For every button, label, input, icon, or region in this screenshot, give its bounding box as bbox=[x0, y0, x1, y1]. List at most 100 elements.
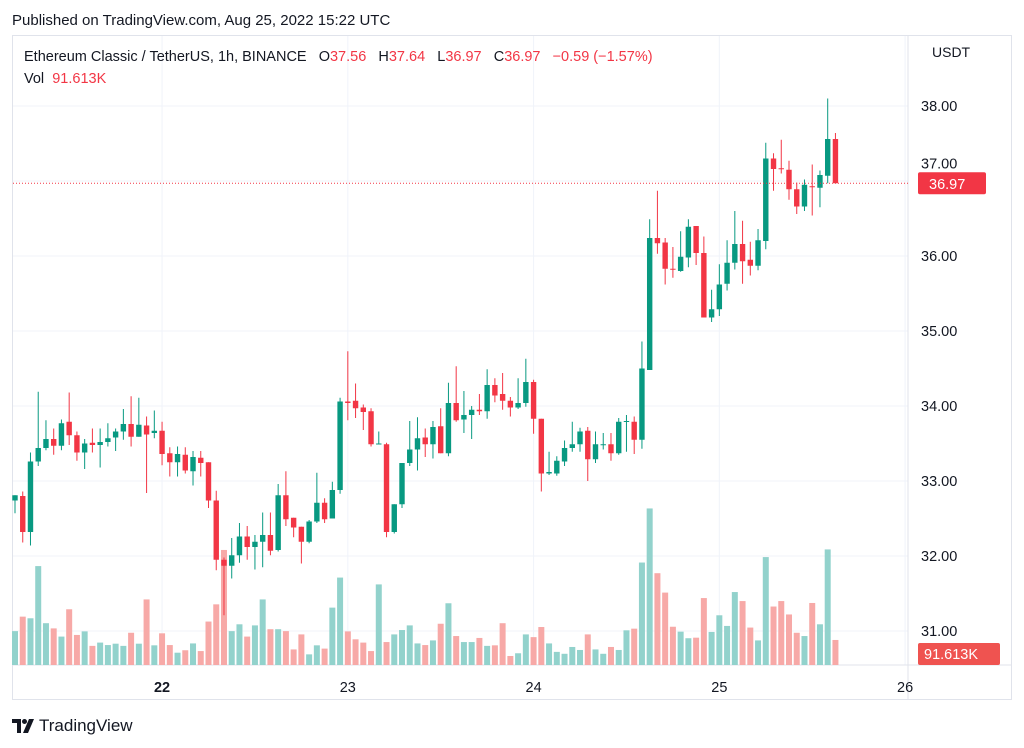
candle-body bbox=[561, 448, 568, 462]
candle bbox=[685, 219, 692, 268]
candle bbox=[66, 392, 72, 445]
volume-bar bbox=[801, 636, 808, 665]
candle-body bbox=[267, 535, 274, 551]
volume-bar bbox=[375, 584, 382, 665]
candle bbox=[809, 164, 815, 216]
candle bbox=[677, 231, 684, 272]
candle-body bbox=[693, 226, 699, 253]
tradingview-logo[interactable]: TradingView bbox=[12, 716, 133, 736]
candle-body bbox=[817, 175, 823, 188]
candle-body bbox=[499, 394, 506, 401]
candle bbox=[35, 391, 41, 466]
candle-body bbox=[809, 186, 815, 188]
candle-body bbox=[105, 438, 111, 442]
volume-bar bbox=[27, 618, 34, 665]
volume-bar bbox=[716, 615, 723, 665]
candle bbox=[321, 498, 328, 523]
last-price-label: 36.97 bbox=[929, 177, 965, 193]
volume-bar bbox=[50, 628, 57, 665]
volume-bar bbox=[66, 609, 73, 665]
volume-bar bbox=[128, 632, 135, 665]
candle-body bbox=[43, 439, 49, 448]
volume-bar bbox=[499, 623, 506, 665]
volume-bar bbox=[453, 636, 460, 665]
volume-bar bbox=[731, 592, 738, 665]
candle bbox=[120, 409, 127, 440]
volume-bar bbox=[352, 639, 359, 665]
volume-bar bbox=[329, 607, 336, 665]
volume-bar bbox=[19, 616, 26, 665]
candle bbox=[755, 229, 761, 271]
candle bbox=[716, 264, 723, 316]
volume-bar bbox=[646, 508, 653, 665]
candle bbox=[407, 421, 413, 466]
candle-body bbox=[190, 457, 196, 472]
candle-body bbox=[530, 382, 537, 419]
candle bbox=[825, 98, 831, 184]
open-label: O bbox=[318, 49, 330, 65]
price-tick-label: 36.00 bbox=[921, 249, 957, 265]
candle-body bbox=[716, 284, 723, 310]
candle-body bbox=[368, 411, 374, 445]
volume-bar bbox=[344, 631, 351, 665]
volume-bar bbox=[166, 645, 173, 665]
candle bbox=[724, 240, 730, 291]
candle bbox=[468, 406, 475, 439]
candle bbox=[383, 442, 390, 538]
candle bbox=[267, 512, 274, 556]
candle-body bbox=[290, 517, 297, 528]
candle bbox=[445, 382, 452, 457]
candle bbox=[538, 418, 545, 492]
volume-bar bbox=[491, 645, 498, 665]
volume-bar bbox=[35, 566, 42, 665]
candle-body bbox=[554, 460, 560, 474]
candle bbox=[391, 504, 397, 534]
candle-body bbox=[112, 431, 119, 438]
candle-body bbox=[445, 403, 452, 454]
candle bbox=[778, 139, 784, 174]
candle-body bbox=[229, 555, 235, 566]
candle-body bbox=[205, 462, 212, 501]
symbol-title[interactable]: Ethereum Classic / TetherUS, 1h, BINANCE bbox=[24, 49, 307, 65]
candle bbox=[523, 358, 529, 407]
volume-bars bbox=[12, 508, 839, 665]
volume-bar bbox=[429, 640, 436, 665]
volume-bar bbox=[654, 573, 661, 665]
candle bbox=[546, 451, 552, 475]
volume-bar bbox=[685, 638, 692, 665]
volume-bar bbox=[577, 649, 584, 665]
candle bbox=[198, 451, 204, 477]
candle-body bbox=[538, 418, 545, 474]
candle bbox=[600, 433, 606, 450]
candle-body bbox=[461, 415, 467, 420]
candle-body bbox=[523, 382, 529, 403]
candle bbox=[414, 417, 421, 471]
volume-bar bbox=[600, 653, 607, 665]
candle bbox=[801, 179, 808, 211]
candle-body bbox=[778, 168, 784, 170]
candle bbox=[631, 416, 637, 454]
volume-bar bbox=[615, 649, 622, 665]
last-price-badge bbox=[918, 172, 986, 195]
candle-body bbox=[639, 368, 645, 440]
candle bbox=[585, 427, 591, 481]
volume-bar bbox=[569, 646, 576, 665]
candle bbox=[128, 396, 134, 447]
candle bbox=[221, 557, 227, 616]
chart-frame bbox=[12, 35, 1012, 700]
volume-bar bbox=[251, 625, 258, 665]
candle-body bbox=[654, 238, 661, 244]
volume-bar bbox=[135, 643, 142, 665]
candle-body bbox=[182, 454, 188, 471]
price-tick-label: 38.00 bbox=[921, 99, 957, 115]
candle bbox=[739, 220, 746, 284]
volume-bar bbox=[631, 628, 638, 665]
volume-bar bbox=[553, 651, 560, 665]
candle-body bbox=[66, 421, 72, 436]
candle bbox=[693, 226, 699, 265]
volume-bar bbox=[437, 623, 444, 665]
candle-body bbox=[825, 139, 831, 176]
candle-body bbox=[770, 158, 777, 169]
candle-body bbox=[143, 425, 150, 435]
